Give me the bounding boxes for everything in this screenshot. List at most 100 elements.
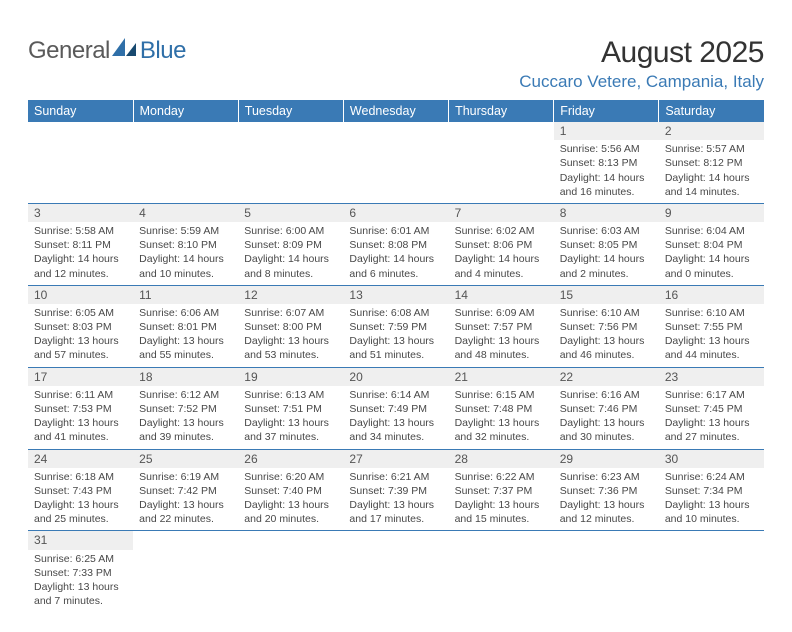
day-number: 14 — [449, 286, 554, 304]
day-number — [28, 122, 133, 140]
day-cell: 26Sunrise: 6:20 AMSunset: 7:40 PMDayligh… — [238, 449, 343, 531]
sunrise: Sunrise: 6:12 AM — [139, 388, 234, 402]
week-row: 24Sunrise: 6:18 AMSunset: 7:43 PMDayligh… — [28, 449, 764, 531]
sunset: Sunset: 8:08 PM — [349, 238, 444, 252]
day-cell: 1Sunrise: 5:56 AMSunset: 8:13 PMDaylight… — [554, 122, 659, 203]
day-number: 18 — [133, 368, 238, 386]
sunrise: Sunrise: 6:08 AM — [349, 306, 444, 320]
logo-text-2: Blue — [140, 37, 186, 65]
daylight: Daylight: 13 hours and 53 minutes. — [244, 334, 339, 362]
header-row: Sunday Monday Tuesday Wednesday Thursday… — [28, 100, 764, 122]
logo-sail-icon — [112, 36, 138, 65]
sunrise: Sunrise: 6:06 AM — [139, 306, 234, 320]
sunrise: Sunrise: 6:10 AM — [665, 306, 760, 320]
day-number: 17 — [28, 368, 133, 386]
col-thursday: Thursday — [449, 100, 554, 122]
daylight: Daylight: 13 hours and 20 minutes. — [244, 498, 339, 526]
day-number — [554, 531, 659, 549]
day-cell — [449, 122, 554, 203]
day-number: 30 — [659, 450, 764, 468]
sunset: Sunset: 8:03 PM — [34, 320, 129, 334]
sunset: Sunset: 8:05 PM — [560, 238, 655, 252]
sunset: Sunset: 7:46 PM — [560, 402, 655, 416]
sunrise: Sunrise: 6:15 AM — [455, 388, 550, 402]
day-number: 12 — [238, 286, 343, 304]
sunset: Sunset: 7:59 PM — [349, 320, 444, 334]
sunrise: Sunrise: 6:09 AM — [455, 306, 550, 320]
sunset: Sunset: 8:00 PM — [244, 320, 339, 334]
day-cell: 14Sunrise: 6:09 AMSunset: 7:57 PMDayligh… — [449, 285, 554, 367]
daylight: Daylight: 14 hours and 6 minutes. — [349, 252, 444, 280]
day-number: 1 — [554, 122, 659, 140]
daylight: Daylight: 13 hours and 37 minutes. — [244, 416, 339, 444]
day-cell: 27Sunrise: 6:21 AMSunset: 7:39 PMDayligh… — [343, 449, 448, 531]
sunrise: Sunrise: 6:13 AM — [244, 388, 339, 402]
sunrise: Sunrise: 6:04 AM — [665, 224, 760, 238]
day-cell: 19Sunrise: 6:13 AMSunset: 7:51 PMDayligh… — [238, 367, 343, 449]
day-cell — [343, 122, 448, 203]
day-cell: 3Sunrise: 5:58 AMSunset: 8:11 PMDaylight… — [28, 203, 133, 285]
daylight: Daylight: 13 hours and 39 minutes. — [139, 416, 234, 444]
week-row: 3Sunrise: 5:58 AMSunset: 8:11 PMDaylight… — [28, 203, 764, 285]
daylight: Daylight: 14 hours and 0 minutes. — [665, 252, 760, 280]
sunrise: Sunrise: 5:56 AM — [560, 142, 655, 156]
day-cell: 6Sunrise: 6:01 AMSunset: 8:08 PMDaylight… — [343, 203, 448, 285]
day-number: 7 — [449, 204, 554, 222]
day-number: 28 — [449, 450, 554, 468]
daylight: Daylight: 14 hours and 2 minutes. — [560, 252, 655, 280]
sunrise: Sunrise: 6:21 AM — [349, 470, 444, 484]
daylight: Daylight: 13 hours and 51 minutes. — [349, 334, 444, 362]
col-wednesday: Wednesday — [343, 100, 448, 122]
day-number — [238, 122, 343, 140]
day-cell: 16Sunrise: 6:10 AMSunset: 7:55 PMDayligh… — [659, 285, 764, 367]
sunset: Sunset: 7:51 PM — [244, 402, 339, 416]
col-tuesday: Tuesday — [238, 100, 343, 122]
day-number: 31 — [28, 531, 133, 549]
sunrise: Sunrise: 6:22 AM — [455, 470, 550, 484]
day-cell — [343, 531, 448, 612]
day-cell: 11Sunrise: 6:06 AMSunset: 8:01 PMDayligh… — [133, 285, 238, 367]
day-number — [449, 531, 554, 549]
day-number — [343, 122, 448, 140]
month-title: August 2025 — [519, 36, 764, 70]
col-friday: Friday — [554, 100, 659, 122]
sunrise: Sunrise: 5:58 AM — [34, 224, 129, 238]
day-cell: 30Sunrise: 6:24 AMSunset: 7:34 PMDayligh… — [659, 449, 764, 531]
sunset: Sunset: 7:52 PM — [139, 402, 234, 416]
logo: General Blue — [28, 36, 186, 65]
col-sunday: Sunday — [28, 100, 133, 122]
day-number: 10 — [28, 286, 133, 304]
day-number: 24 — [28, 450, 133, 468]
sunrise: Sunrise: 6:18 AM — [34, 470, 129, 484]
day-number — [343, 531, 448, 549]
day-cell — [133, 122, 238, 203]
sunrise: Sunrise: 6:07 AM — [244, 306, 339, 320]
sunset: Sunset: 7:49 PM — [349, 402, 444, 416]
day-number: 26 — [238, 450, 343, 468]
daylight: Daylight: 13 hours and 25 minutes. — [34, 498, 129, 526]
daylight: Daylight: 14 hours and 16 minutes. — [560, 171, 655, 199]
sunrise: Sunrise: 6:25 AM — [34, 552, 129, 566]
week-row: 10Sunrise: 6:05 AMSunset: 8:03 PMDayligh… — [28, 285, 764, 367]
sunset: Sunset: 8:06 PM — [455, 238, 550, 252]
daylight: Daylight: 14 hours and 12 minutes. — [34, 252, 129, 280]
week-row: 1Sunrise: 5:56 AMSunset: 8:13 PMDaylight… — [28, 122, 764, 203]
col-saturday: Saturday — [659, 100, 764, 122]
calendar-table: Sunday Monday Tuesday Wednesday Thursday… — [28, 100, 764, 612]
sunset: Sunset: 7:53 PM — [34, 402, 129, 416]
daylight: Daylight: 14 hours and 10 minutes. — [139, 252, 234, 280]
day-cell: 31Sunrise: 6:25 AMSunset: 7:33 PMDayligh… — [28, 531, 133, 612]
sunrise: Sunrise: 6:16 AM — [560, 388, 655, 402]
day-cell: 4Sunrise: 5:59 AMSunset: 8:10 PMDaylight… — [133, 203, 238, 285]
sunset: Sunset: 8:09 PM — [244, 238, 339, 252]
sunset: Sunset: 7:42 PM — [139, 484, 234, 498]
sunset: Sunset: 7:36 PM — [560, 484, 655, 498]
daylight: Daylight: 13 hours and 57 minutes. — [34, 334, 129, 362]
day-cell: 24Sunrise: 6:18 AMSunset: 7:43 PMDayligh… — [28, 449, 133, 531]
day-cell: 15Sunrise: 6:10 AMSunset: 7:56 PMDayligh… — [554, 285, 659, 367]
sunset: Sunset: 8:11 PM — [34, 238, 129, 252]
day-number: 2 — [659, 122, 764, 140]
sunset: Sunset: 7:45 PM — [665, 402, 760, 416]
daylight: Daylight: 13 hours and 34 minutes. — [349, 416, 444, 444]
sunset: Sunset: 7:57 PM — [455, 320, 550, 334]
